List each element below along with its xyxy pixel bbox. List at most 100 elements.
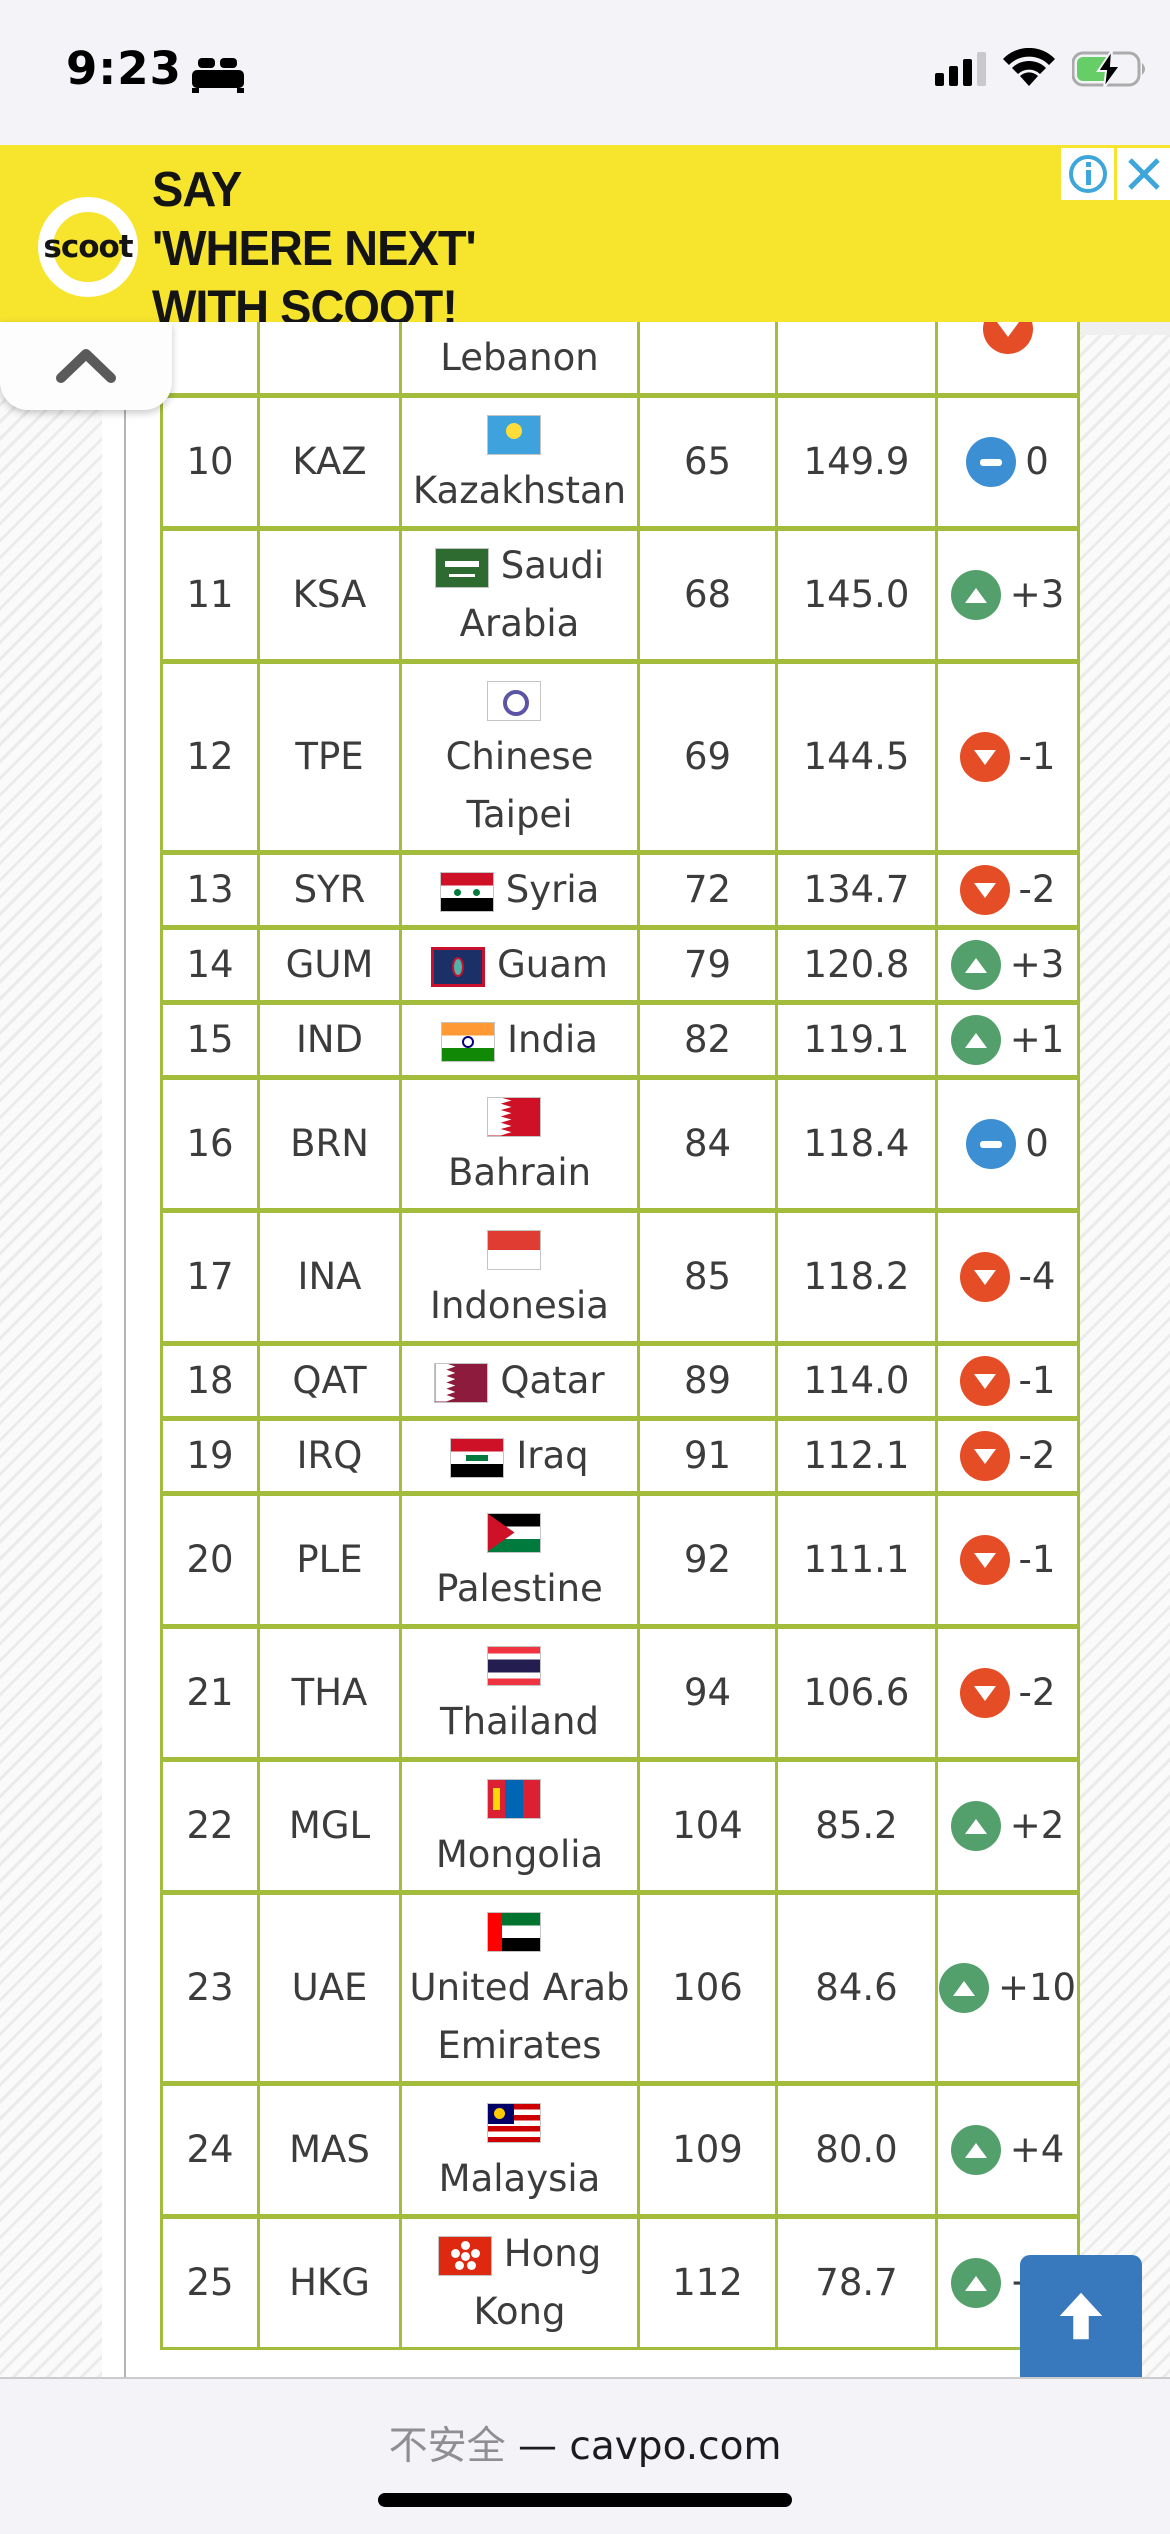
table-row: 11 KSA Saudi Arabia 68 145.0 +3 bbox=[160, 527, 1080, 663]
table-row: 24 MAS Malaysia 109 80.0 +4 bbox=[160, 2082, 1080, 2218]
country-cell: Lebanon bbox=[399, 322, 640, 397]
syr-flag-icon bbox=[439, 871, 494, 912]
country-name: Palestine bbox=[436, 1567, 603, 1610]
change-value: +1 bbox=[1009, 1018, 1065, 1061]
points-cell: 144.5 bbox=[775, 660, 938, 854]
country-name: Bahrain bbox=[447, 1151, 592, 1194]
change-value: +3 bbox=[1009, 943, 1065, 986]
qat-flag-icon bbox=[434, 1362, 489, 1403]
country-name: Indonesia bbox=[430, 1284, 609, 1327]
battery-charging-icon bbox=[1072, 49, 1145, 89]
status-bar: 9:23 bbox=[0, 0, 1170, 145]
rank-cell: 14 bbox=[160, 926, 260, 1004]
rank-cell: 18 bbox=[160, 1342, 260, 1420]
table-row-partial: Lebanon bbox=[160, 322, 1080, 397]
change-value: -2 bbox=[1018, 868, 1056, 911]
country-name: Mongolia bbox=[435, 1833, 604, 1876]
ad-info-button[interactable] bbox=[1061, 148, 1114, 200]
country-cell: Bahrain bbox=[399, 1076, 640, 1212]
points-cell: 145.0 bbox=[775, 527, 938, 663]
mas-flag-icon bbox=[486, 2102, 541, 2143]
points-cell: 85.2 bbox=[775, 1758, 938, 1894]
rank-cell: 17 bbox=[160, 1209, 260, 1345]
points-cell: 118.4 bbox=[775, 1076, 938, 1212]
rank-down-icon bbox=[959, 1431, 1010, 1481]
code-cell: KSA bbox=[257, 527, 402, 663]
rank-cell: 22 bbox=[160, 1758, 260, 1894]
world-rank-cell: 109 bbox=[637, 2082, 778, 2218]
code-cell: KAZ bbox=[257, 394, 402, 530]
country-cell: Qatar bbox=[399, 1342, 640, 1420]
arrow-up-icon bbox=[1059, 2292, 1103, 2340]
ad-close-button[interactable] bbox=[1117, 148, 1170, 200]
world-rank-cell bbox=[637, 322, 778, 397]
world-rank-cell: 79 bbox=[637, 926, 778, 1004]
rank-down-icon bbox=[959, 1356, 1010, 1406]
change-cell: -4 bbox=[935, 1209, 1080, 1345]
change-value: +3 bbox=[1009, 573, 1065, 616]
code-cell bbox=[257, 322, 402, 397]
ad-info-icon bbox=[1068, 155, 1107, 193]
code-cell: IND bbox=[257, 1001, 402, 1079]
points-cell: 134.7 bbox=[775, 851, 938, 929]
change-cell: -1 bbox=[935, 1492, 1080, 1628]
page-background-right bbox=[1065, 335, 1170, 2377]
world-rank-cell: 84 bbox=[637, 1076, 778, 1212]
country-name: Lebanon bbox=[440, 336, 599, 379]
country-cell: Iraq bbox=[399, 1417, 640, 1495]
country-cell: Thailand bbox=[399, 1625, 640, 1761]
rank-down-icon bbox=[959, 1668, 1010, 1718]
world-rank-cell: 104 bbox=[637, 1758, 778, 1894]
change-cell: -2 bbox=[935, 851, 1080, 929]
country-name: Iraq bbox=[516, 1434, 589, 1477]
code-cell: PLE bbox=[257, 1492, 402, 1628]
address-bar[interactable]: 不安全 — cavpo.com bbox=[0, 2415, 1170, 2471]
change-cell: +4 bbox=[935, 2082, 1080, 2218]
scroll-to-top-button[interactable] bbox=[1020, 2255, 1142, 2377]
rank-cell: 25 bbox=[160, 2215, 260, 2350]
ad-headline-line2: 'WHERE NEXT' bbox=[152, 220, 477, 276]
rank-up-icon bbox=[950, 1015, 1001, 1065]
rank-cell: 23 bbox=[160, 1891, 260, 2085]
collapse-button[interactable] bbox=[0, 322, 172, 410]
wifi-icon bbox=[1003, 48, 1055, 86]
chevron-up-icon bbox=[56, 349, 116, 383]
table-row: 23 UAE United Arab Emirates 106 84.6 +10 bbox=[160, 1891, 1080, 2085]
page-background-left bbox=[0, 335, 102, 2377]
table-row: 18 QAT Qatar 89 114.0 -1 bbox=[160, 1342, 1080, 1420]
rank-cell: 20 bbox=[160, 1492, 260, 1628]
ina-flag-icon bbox=[486, 1229, 541, 1270]
rank-down-icon bbox=[959, 1252, 1010, 1302]
kaz-flag-icon bbox=[486, 414, 541, 455]
points-cell: 149.9 bbox=[775, 394, 938, 530]
scoot-ad-banner[interactable]: scoot SAY 'WHERE NEXT' WITH SCOOT! bbox=[0, 145, 1170, 335]
country-name: Hong Kong bbox=[473, 2232, 602, 2333]
security-label: 不安全 bbox=[388, 2424, 506, 2469]
rank-same-icon bbox=[966, 437, 1017, 487]
points-cell: 106.6 bbox=[775, 1625, 938, 1761]
table-row: 10 KAZ Kazakhstan 65 149.9 0 bbox=[160, 394, 1080, 530]
points-cell: 114.0 bbox=[775, 1342, 938, 1420]
country-cell: Saudi Arabia bbox=[399, 527, 640, 663]
points-cell: 78.7 bbox=[775, 2215, 938, 2350]
code-cell: IRQ bbox=[257, 1417, 402, 1495]
points-cell: 120.8 bbox=[775, 926, 938, 1004]
site-domain: cavpo.com bbox=[569, 2424, 782, 2469]
country-cell: Kazakhstan bbox=[399, 394, 640, 530]
change-cell: +1 bbox=[935, 1001, 1080, 1079]
rank-up-icon bbox=[950, 2258, 1001, 2308]
table-row: 16 BRN Bahrain 84 118.4 0 bbox=[160, 1076, 1080, 1212]
points-cell: 84.6 bbox=[775, 1891, 938, 2085]
table-row: 13 SYR Syria 72 134.7 -2 bbox=[160, 851, 1080, 929]
browser-bottom-bar: 不安全 — cavpo.com bbox=[0, 2377, 1170, 2534]
home-indicator[interactable] bbox=[378, 2493, 792, 2507]
country-cell: Mongolia bbox=[399, 1758, 640, 1894]
world-rank-cell: 85 bbox=[637, 1209, 778, 1345]
rank-cell: 16 bbox=[160, 1076, 260, 1212]
table-row: 19 IRQ Iraq 91 112.1 -2 bbox=[160, 1417, 1080, 1495]
rank-cell: 15 bbox=[160, 1001, 260, 1079]
code-cell: SYR bbox=[257, 851, 402, 929]
country-cell: India bbox=[399, 1001, 640, 1079]
rank-down-icon bbox=[959, 1535, 1010, 1585]
change-value: 0 bbox=[1025, 440, 1049, 483]
